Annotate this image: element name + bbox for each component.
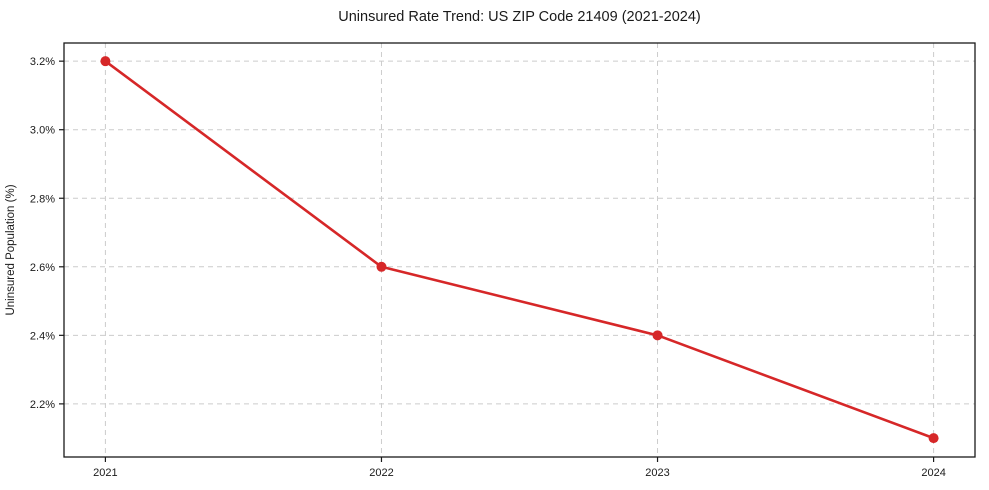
y-tick-label: 2.8% bbox=[30, 193, 55, 205]
x-tick-label: 2022 bbox=[369, 467, 393, 479]
x-tick-label: 2024 bbox=[921, 467, 945, 479]
data-point-marker bbox=[652, 330, 663, 341]
data-point-marker bbox=[376, 261, 387, 272]
plot-border bbox=[63, 42, 976, 458]
y-tick-label: 2.2% bbox=[30, 399, 55, 411]
data-point-marker bbox=[100, 56, 111, 67]
plot-area-border bbox=[63, 42, 976, 458]
trend-line bbox=[104, 59, 935, 440]
x-tick-label: 2023 bbox=[645, 467, 669, 479]
x-tick-label: 2021 bbox=[93, 467, 117, 479]
gridlines bbox=[64, 43, 975, 457]
data-series bbox=[100, 56, 939, 444]
y-axis-label: Uninsured Population (%) bbox=[5, 184, 17, 315]
y-tick-label: 3.0% bbox=[30, 125, 55, 137]
data-point-marker bbox=[928, 433, 939, 444]
y-tick-label: 3.2% bbox=[30, 56, 55, 68]
y-tick-label: 2.6% bbox=[30, 262, 55, 274]
chart-title: Uninsured Rate Trend: US ZIP Code 21409 … bbox=[338, 9, 700, 25]
y-tick-label: 2.4% bbox=[30, 330, 55, 342]
axis-ticks: 2021 2022 2023 2024 2.2% 2.4% 2.6% 2.8% 3.0% 3.2% bbox=[30, 56, 946, 479]
